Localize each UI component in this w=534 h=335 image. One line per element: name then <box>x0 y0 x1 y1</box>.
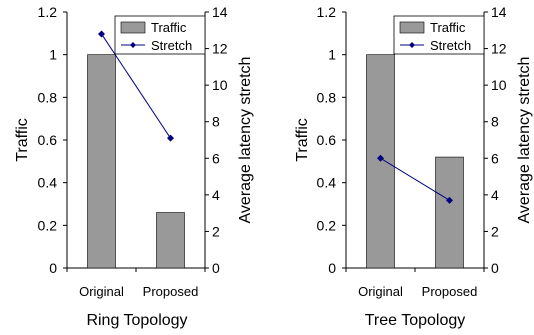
panel1-category-label: Original <box>79 284 124 299</box>
panel1-right-tick-label: 0 <box>212 260 220 276</box>
panel1-category-label: Proposed <box>143 284 199 299</box>
panel1-legend-stretch-marker <box>130 42 136 48</box>
panel2-right-tick-label: 14 <box>491 4 507 20</box>
panel1-right-tick-label: 4 <box>212 187 220 203</box>
panel1-left-tick-label: 0.8 <box>38 89 58 105</box>
panel1-caption: Ring Topology <box>86 312 187 329</box>
panel1-right-tick-label: 8 <box>212 114 220 130</box>
panel1-legend-traffic-label: Traffic <box>151 20 187 35</box>
panel1-stretch-point-original <box>98 30 105 38</box>
panel1-traffic-bar-proposed <box>156 212 185 269</box>
panel2-right-tick-label: 10 <box>491 77 507 93</box>
panel1-right-tick-label: 2 <box>212 223 220 239</box>
panel2-left-tick-label: 0 <box>328 260 336 276</box>
panel1-legend-stretch-label: Stretch <box>151 38 192 53</box>
panel2-right-tick-label: 0 <box>491 260 499 276</box>
panel2-left-tick-label: 0.6 <box>317 132 337 148</box>
panel1-stretch-point-proposed <box>167 134 174 142</box>
panel2-left-tick-label: 1 <box>328 47 336 63</box>
panel1-right-tick-label: 6 <box>212 150 220 166</box>
panel2-right-tick-label: 2 <box>491 223 499 239</box>
panel2-category-label: Proposed <box>422 284 478 299</box>
panel2-legend-traffic-label: Traffic <box>430 20 466 35</box>
panel1-y-axis-title: Traffic <box>14 118 31 162</box>
panel2-legend-stretch-label: Stretch <box>430 38 471 53</box>
panel1-traffic-bar-original <box>87 54 116 269</box>
panel2-left-tick-label: 0.2 <box>317 217 337 233</box>
panel1-left-tick-label: 0 <box>49 260 57 276</box>
panel2-stretch-point-proposed <box>446 196 453 204</box>
panel2-right-tick-label: 8 <box>491 114 499 130</box>
panel2-legend-stretch-marker <box>409 42 415 48</box>
panel2-stretch-point-original <box>377 154 384 162</box>
panel1-stretch-line <box>101 33 171 139</box>
panel1-right-tick-label: 10 <box>212 77 228 93</box>
panel2-left-tick-label: 0.4 <box>317 175 337 191</box>
panel1-right-tick-label: 12 <box>212 41 228 57</box>
panel2-y2-axis-title: Average latency stretch <box>516 57 533 224</box>
panel2-right-tick-label: 12 <box>491 41 507 57</box>
panel1-right-tick-label: 14 <box>212 4 228 20</box>
panel2-y-axis-title: Traffic <box>294 118 311 162</box>
panel2-category-label: Original <box>358 284 403 299</box>
panel2-caption: Tree Topology <box>365 312 466 329</box>
panel2-right-tick-label: 6 <box>491 150 499 166</box>
panel2-legend-traffic-swatch <box>399 21 425 34</box>
panel1-left-tick-label: 0.2 <box>38 217 58 233</box>
panel1-left-tick-label: 1.2 <box>38 4 58 20</box>
panel2-left-tick-label: 1.2 <box>317 4 337 20</box>
panel1-legend-box <box>114 15 206 55</box>
panel2-traffic-bar-proposed <box>435 156 464 269</box>
panel1-legend-traffic-swatch <box>120 21 146 34</box>
panel2-right-tick-label: 4 <box>491 187 499 203</box>
panel1-left-tick-label: 0.4 <box>38 175 58 191</box>
panel1-left-tick-label: 1 <box>49 47 57 63</box>
panel1-y2-axis-title: Average latency stretch <box>237 57 254 224</box>
panel2-left-tick-label: 0.8 <box>317 89 337 105</box>
panel1-left-tick-label: 0.6 <box>38 132 58 148</box>
panel2-stretch-line <box>380 157 450 201</box>
